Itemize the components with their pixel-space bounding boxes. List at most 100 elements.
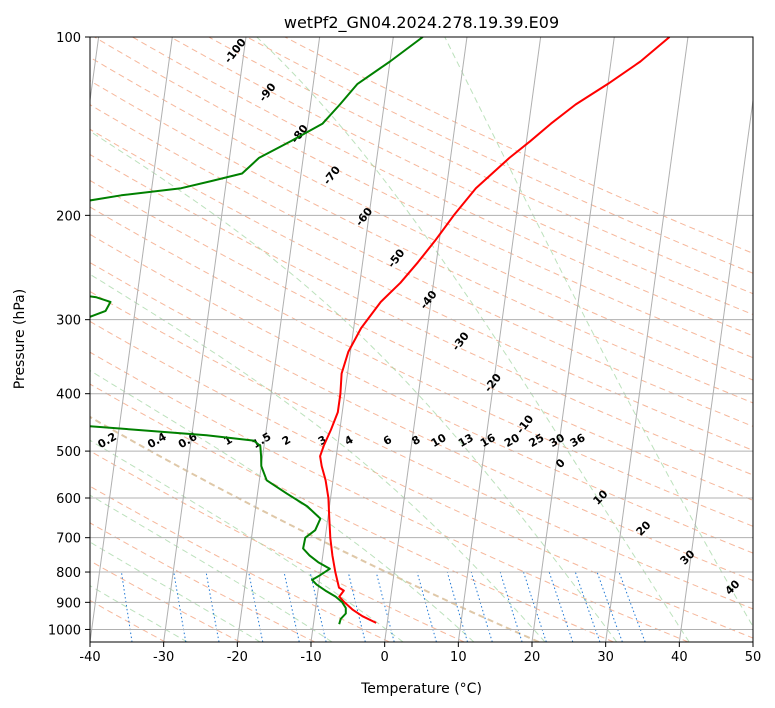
y-tick-label: 600 xyxy=(56,492,81,507)
mixing-ratio-line xyxy=(121,571,133,642)
mixing-ratio-line xyxy=(470,571,493,642)
dry-adiabat-label: -60 xyxy=(353,205,376,229)
mixing-ratio-label: 0.2 xyxy=(95,430,118,451)
mixing-ratio-line xyxy=(248,571,264,642)
x-tick-label: -30 xyxy=(153,650,174,665)
isotherm xyxy=(90,37,100,105)
moist-adiabat-label: 40 xyxy=(723,577,743,597)
mixing-ratio-line xyxy=(416,571,437,642)
dry-adiabat xyxy=(132,37,753,337)
moist-adiabat xyxy=(90,369,475,642)
moist-adiabat xyxy=(256,37,690,642)
mixing-ratio-line xyxy=(375,571,395,642)
y-tick-label: 100 xyxy=(56,31,81,46)
moist-adiabat xyxy=(90,273,546,642)
y-axis-label: Pressure (hPa) xyxy=(12,289,28,389)
dry-adiabat-label: -30 xyxy=(449,329,472,353)
dry-adiabat xyxy=(246,37,753,274)
isotherm xyxy=(310,37,394,642)
y-tick-label: 1000 xyxy=(48,623,81,638)
dry-adiabat xyxy=(90,560,241,642)
y-tick-label: 800 xyxy=(56,566,81,581)
dewpoint-line xyxy=(90,37,424,625)
isotherm xyxy=(163,37,247,642)
dry-adiabat xyxy=(90,262,753,582)
y-tick-label: 900 xyxy=(56,596,81,611)
isotherm xyxy=(605,37,689,642)
dry-adiabat xyxy=(94,37,753,359)
dry-adiabat xyxy=(90,128,753,451)
mixing-ratio-label: 25 xyxy=(527,431,547,450)
dry-adiabat xyxy=(90,320,753,639)
mixing-ratio-label: 2 xyxy=(280,433,293,448)
dry-adiabat xyxy=(90,522,315,642)
mixing-ratio-line xyxy=(548,571,574,642)
temperature-line xyxy=(319,37,671,624)
moist-adiabat xyxy=(90,585,188,642)
dry-adiabat-label: -70 xyxy=(321,163,344,187)
mixing-ratio-label: 36 xyxy=(568,431,588,450)
dry-adiabat xyxy=(90,104,753,427)
mixing-ratio-line xyxy=(499,571,523,642)
isotherm xyxy=(236,37,321,642)
mixing-ratio-label: 1 xyxy=(222,433,235,448)
dry-adiabat xyxy=(170,37,753,316)
chart-title: wetPf2_GN04.2024.278.19.39.E09 xyxy=(284,13,559,33)
mixing-ratio-line xyxy=(309,571,327,642)
dry-adiabat xyxy=(90,485,390,642)
dry-adiabat-label: -90 xyxy=(256,80,279,104)
x-tick-label: 10 xyxy=(450,650,467,665)
mixing-ratio-label: 16 xyxy=(478,431,498,450)
isotherm xyxy=(90,37,173,642)
moist-adiabat xyxy=(90,494,333,642)
mixing-ratio-label: 6 xyxy=(381,433,394,448)
mixing-ratio-label: 13 xyxy=(456,431,476,450)
x-tick-label: -10 xyxy=(300,650,321,665)
mixing-ratio-line xyxy=(574,571,601,642)
isotherm xyxy=(678,96,753,642)
dry-adiabat xyxy=(90,56,753,381)
dry-adiabat xyxy=(90,179,753,501)
mixing-ratio-line xyxy=(523,571,547,642)
y-tick-label: 300 xyxy=(56,314,81,329)
plot-frame xyxy=(89,36,754,643)
y-tick-label: 200 xyxy=(56,209,81,224)
moist-adiabat xyxy=(90,130,618,642)
moist-adiabat xyxy=(90,439,404,642)
dry-adiabat xyxy=(90,450,465,642)
isotherm xyxy=(752,638,753,642)
mixing-ratio-line xyxy=(205,571,220,642)
y-tick-label: 500 xyxy=(56,445,81,460)
isotherm xyxy=(457,37,542,642)
dry-adiabat xyxy=(208,37,753,295)
mixing-ratio-line xyxy=(618,571,646,642)
dry-adiabat xyxy=(90,153,753,476)
dry-adiabat xyxy=(90,351,689,642)
y-tick-label: 700 xyxy=(56,532,81,547)
isotherm xyxy=(531,37,615,642)
x-tick-label: 40 xyxy=(671,650,688,665)
dry-adiabat-label: -10 xyxy=(514,412,537,436)
x-axis-label: Temperature (°C) xyxy=(360,681,482,697)
mixing-ratio-line xyxy=(283,571,300,642)
mixing-ratio-line xyxy=(173,571,187,642)
mixing-ratio-label: 10 xyxy=(429,431,449,450)
mixing-ratio-label: 20 xyxy=(502,431,522,450)
dry-adiabat-label: -50 xyxy=(385,246,408,270)
mixing-ratio-label: 0.4 xyxy=(145,430,169,451)
moist-adiabat xyxy=(90,541,261,642)
isotherm xyxy=(384,37,468,642)
dry-adiabat xyxy=(90,290,753,610)
dry-adiabat xyxy=(284,37,753,254)
x-tick-label: 20 xyxy=(524,650,541,665)
mixing-ratio-line xyxy=(446,571,468,642)
x-tick-label: 0 xyxy=(381,650,389,665)
moist-adiabat-label: 20 xyxy=(634,518,654,538)
dry-adiabat-label: -20 xyxy=(482,371,505,395)
x-tick-label: 30 xyxy=(597,650,614,665)
dry-adiabat xyxy=(90,233,753,554)
moist-adiabat-label: 10 xyxy=(591,487,611,507)
dry-adiabat xyxy=(90,80,753,404)
x-tick-label: 50 xyxy=(745,650,762,665)
